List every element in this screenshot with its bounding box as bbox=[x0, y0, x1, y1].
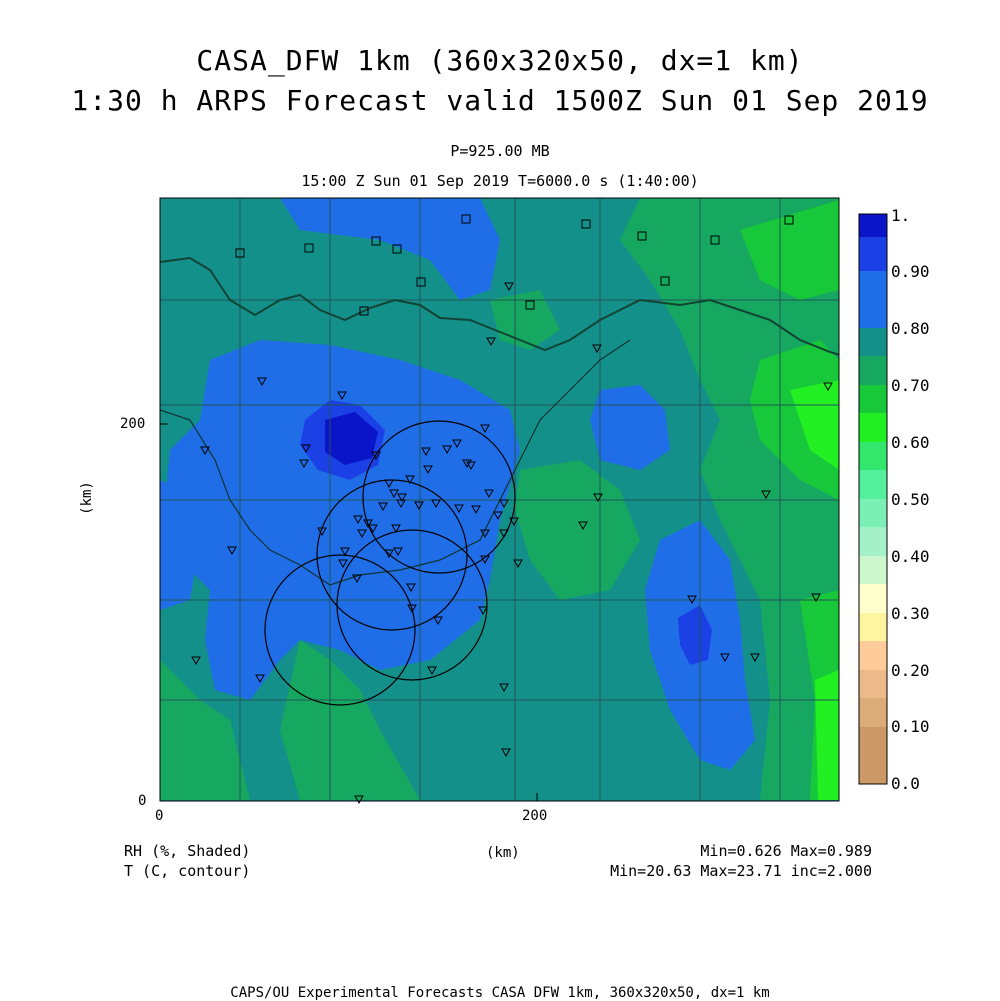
credit-line: CAPS/OU Experimental Forecasts CASA DFW … bbox=[230, 985, 770, 1001]
station-markers bbox=[191, 214, 833, 805]
rh-core-central-max bbox=[325, 412, 378, 465]
station-square bbox=[784, 215, 794, 225]
colorbar-swatch bbox=[859, 271, 887, 328]
colorbar-swatch bbox=[859, 413, 887, 442]
pressure-level-label: P=925.00 MB bbox=[450, 142, 550, 160]
x-tick-label-200: 200 bbox=[522, 808, 548, 824]
radar-range-rings bbox=[264, 420, 516, 706]
colorbar-swatch bbox=[859, 527, 887, 556]
map-title-line2: 1:30 h ARPS Forecast valid 1500Z Sun 01 … bbox=[71, 84, 929, 117]
state-border bbox=[160, 256, 839, 356]
colorbar-swatch bbox=[859, 442, 887, 470]
rh-core-southeast bbox=[678, 605, 712, 665]
shaded-field-label: RH (%, Shaded) bbox=[124, 842, 251, 860]
rh-region-se-brightest bbox=[815, 670, 839, 800]
station-square bbox=[235, 248, 245, 258]
station-square bbox=[371, 236, 381, 246]
colorbar-label: 0.60 bbox=[891, 433, 930, 452]
x-axis-label: (km) bbox=[486, 845, 520, 861]
rh-region-ne-bright bbox=[740, 200, 839, 300]
colorbar-label: 0.0 bbox=[891, 774, 920, 793]
colorbar-swatch bbox=[859, 214, 887, 237]
colorbar-swatch bbox=[859, 499, 887, 527]
colorbar-label: 1. bbox=[891, 206, 911, 225]
rh-region-central-green bbox=[515, 460, 640, 600]
station-square bbox=[392, 244, 402, 254]
radar-ring bbox=[264, 554, 416, 706]
station-square bbox=[660, 276, 670, 286]
station-square bbox=[581, 219, 591, 229]
colorbar-label: 0.20 bbox=[891, 661, 930, 680]
shaded-field-stats: Min=0.626 Max=0.989 bbox=[700, 842, 872, 860]
colorbar-swatch bbox=[859, 584, 887, 613]
axis-ticks bbox=[160, 423, 538, 801]
x-tick-label-0: 0 bbox=[155, 808, 164, 824]
y-axis-label: (km) bbox=[78, 481, 95, 515]
colorbar-swatch bbox=[859, 328, 887, 356]
station-triangles bbox=[191, 282, 833, 805]
rh-region-south-green bbox=[280, 640, 420, 800]
colorbar-swatch bbox=[859, 356, 887, 385]
river-line bbox=[160, 339, 631, 586]
station-square bbox=[710, 235, 720, 245]
rh-region-west-blue bbox=[160, 480, 200, 610]
rh-region-east-green bbox=[620, 198, 839, 800]
colorbar-swatch bbox=[859, 470, 887, 499]
radar-ring bbox=[336, 529, 488, 681]
valid-time-label: 15:00 Z Sun 01 Sep 2019 T=6000.0 s (1:40… bbox=[301, 172, 699, 190]
radar-ring bbox=[362, 420, 516, 574]
station-square bbox=[461, 214, 471, 224]
colorbar-swatch bbox=[859, 698, 887, 727]
contour-field-stats: Min=20.63 Max=23.71 inc=2.000 bbox=[610, 862, 872, 880]
colorbar-label: 0.30 bbox=[891, 604, 930, 623]
rh-region-east-blue bbox=[590, 385, 670, 470]
map-title-line1: CASA_DFW 1km (360x320x50, dx=1 km) bbox=[196, 44, 804, 77]
colorbar-label: 0.80 bbox=[891, 319, 930, 338]
colorbar-label: 0.10 bbox=[891, 717, 930, 736]
colorbar-label: 0.40 bbox=[891, 547, 930, 566]
colorbar-swatch bbox=[859, 237, 887, 271]
station-square bbox=[416, 277, 426, 287]
colorbar-label: 0.50 bbox=[891, 490, 930, 509]
rh-region-north-blue bbox=[280, 198, 500, 300]
station-square bbox=[525, 300, 535, 310]
colorbar-label: 0.70 bbox=[891, 376, 930, 395]
colorbar-swatch bbox=[859, 556, 887, 584]
station-square bbox=[637, 231, 647, 241]
station-square bbox=[359, 306, 369, 316]
colorbar-swatch bbox=[859, 385, 887, 413]
rh-region-east-brightest bbox=[790, 380, 839, 470]
plot-frame bbox=[159, 197, 840, 802]
rh-region-east-bright bbox=[750, 340, 839, 500]
y-tick-label-0: 0 bbox=[138, 793, 147, 809]
contour-field-label: T (C, contour) bbox=[124, 862, 251, 880]
colorbar-swatch bbox=[859, 613, 887, 641]
colorbar bbox=[858, 213, 888, 785]
rh-region-central-blue bbox=[165, 340, 520, 700]
rh-region-southwest-green bbox=[160, 660, 250, 800]
y-tick-label-200: 200 bbox=[120, 416, 146, 432]
colorbar-swatch bbox=[859, 727, 887, 784]
station-square bbox=[304, 243, 314, 253]
colorbar-swatch bbox=[859, 670, 887, 698]
colorbar-swatch bbox=[859, 641, 887, 670]
colorbar-frame bbox=[858, 213, 888, 785]
colorbar-label: 0.90 bbox=[891, 262, 930, 281]
